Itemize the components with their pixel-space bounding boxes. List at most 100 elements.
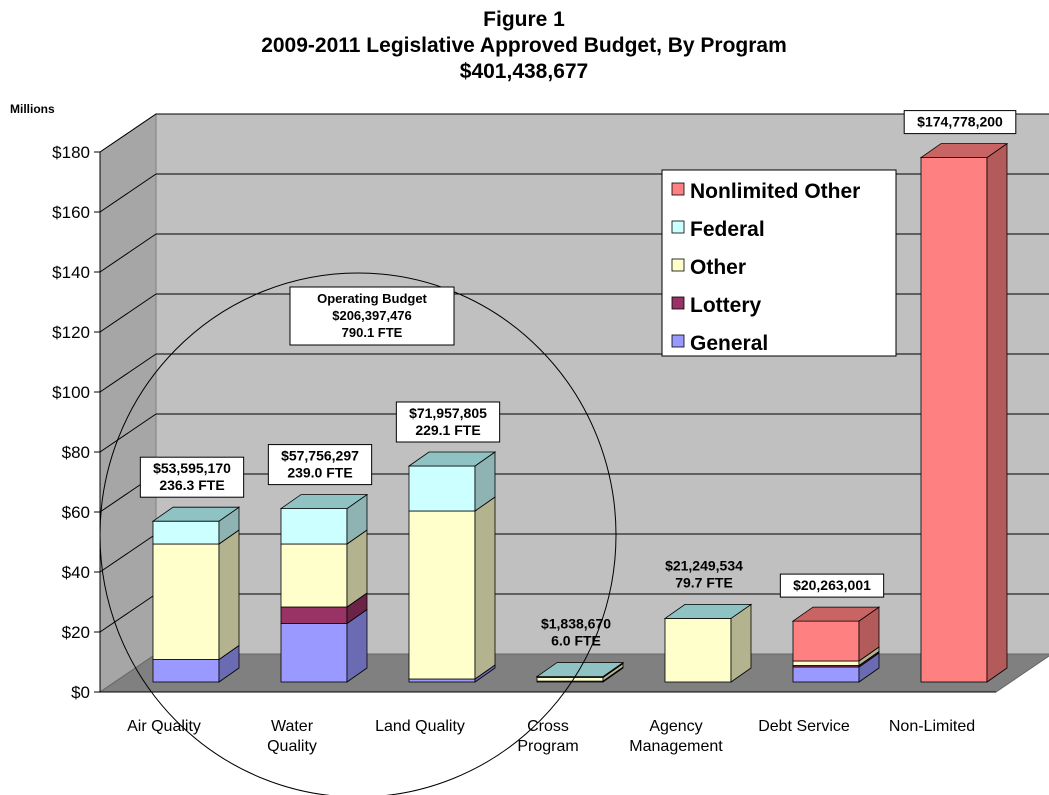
annotation-text: $206,397,476 xyxy=(332,308,412,323)
legend-label: Other xyxy=(690,256,746,279)
y-tick-label: $140 xyxy=(52,263,90,282)
side-wall xyxy=(99,113,157,693)
bar-segment-nonlimited-other xyxy=(920,142,1008,683)
annotation-text: Operating Budget xyxy=(317,291,427,306)
bar-segment-other xyxy=(152,529,240,661)
bar-top xyxy=(151,506,241,522)
legend-swatch xyxy=(671,296,685,310)
y-tick-label: $20 xyxy=(62,623,90,642)
y-tick-label: $100 xyxy=(52,383,90,402)
data-label-box xyxy=(395,401,501,443)
legend-entry: Other xyxy=(671,256,746,279)
bar-front xyxy=(280,623,348,683)
data-label-box xyxy=(267,444,373,486)
bar-segment-other xyxy=(664,603,752,683)
data-label-box xyxy=(903,110,1017,135)
x-category-line: Agency xyxy=(649,718,702,735)
x-category-line: Water xyxy=(271,718,314,735)
y-tick-label: $40 xyxy=(62,563,90,582)
bar-front xyxy=(920,157,988,683)
gridline-side xyxy=(99,233,157,273)
x-category-line: Management xyxy=(629,738,723,755)
bar-top xyxy=(663,604,753,619)
title-line-3: $401,438,677 xyxy=(460,60,588,83)
bar-segment-nonlimited-other xyxy=(792,606,880,662)
operating-budget-ellipse xyxy=(99,272,617,795)
bar-side xyxy=(986,142,1008,683)
legend-swatch xyxy=(671,220,685,234)
data-label-text: $174,778,200 xyxy=(917,114,1003,130)
legend-box xyxy=(661,169,897,357)
legend-entry: Nonlimited Other xyxy=(671,180,860,203)
bar-segment-general xyxy=(152,644,240,683)
bar-front xyxy=(280,508,348,545)
legend-entry: Federal xyxy=(671,218,765,241)
data-label: $174,778,200 xyxy=(903,110,1017,135)
bar-front xyxy=(664,618,732,683)
x-category-line: Non-Limited xyxy=(889,718,975,735)
bars xyxy=(151,142,1009,683)
bar-segment-other xyxy=(280,529,368,608)
bar-top xyxy=(919,143,1009,159)
legend-swatch xyxy=(671,258,685,272)
x-category-label: Air Quality xyxy=(127,718,201,735)
bar-front xyxy=(792,620,860,662)
x-category-line: Quality xyxy=(267,738,317,755)
x-category-label: Agency Management xyxy=(629,718,723,755)
y-tick-label: $160 xyxy=(52,203,90,222)
legend-swatch xyxy=(671,182,685,196)
legend-entry: General xyxy=(671,332,768,355)
plot-walls xyxy=(98,113,1049,693)
bar-top xyxy=(279,494,369,510)
y-axis-label: Millions xyxy=(10,102,55,116)
data-label-text: 6.0 FTE xyxy=(551,633,601,649)
data-label-text: 239.0 FTE xyxy=(287,465,352,481)
data-label-text: 236.3 FTE xyxy=(159,477,224,493)
bar-front xyxy=(152,543,220,660)
bar-front xyxy=(408,678,476,683)
data-label-text: $71,957,805 xyxy=(409,405,487,421)
x-category-line: Cross xyxy=(527,718,569,735)
bar-front xyxy=(408,510,476,680)
bar-top xyxy=(407,451,497,467)
y-tick-label: $60 xyxy=(62,503,90,522)
legend-label: Nonlimited Other xyxy=(690,180,860,203)
x-category-line: Land Quality xyxy=(375,718,465,735)
bar-front xyxy=(280,606,348,624)
data-label-text: $53,595,170 xyxy=(153,460,231,476)
bar-segment-federal xyxy=(152,506,240,545)
bar-front xyxy=(152,659,220,683)
bar-segment-other xyxy=(408,496,496,680)
data-label-text: $20,263,001 xyxy=(793,577,871,593)
operating-budget-annotation: Operating Budget $206,397,476 790.1 FTE xyxy=(99,272,617,795)
annotation-box xyxy=(289,286,455,346)
bar-front xyxy=(280,543,348,608)
gridlines xyxy=(99,113,1049,633)
bar-top xyxy=(535,662,625,677)
y-tick-label: $0 xyxy=(71,683,90,702)
bar-segment-federal xyxy=(408,451,496,512)
data-label-text: 79.7 FTE xyxy=(675,574,733,590)
bar-segment-federal xyxy=(280,493,368,545)
chart-title: Figure 1 2009-2011 Legislative Approved … xyxy=(261,8,787,83)
x-category-label: Water Quality xyxy=(267,718,317,755)
legend-label: General xyxy=(690,332,768,355)
bar-front xyxy=(408,465,476,512)
data-label-text: $21,249,534 xyxy=(665,557,743,573)
bar-top xyxy=(791,606,881,622)
x-category-line: Debt Service xyxy=(758,718,850,735)
bar-front xyxy=(792,666,860,683)
data-label-text: 229.1 FTE xyxy=(415,422,480,438)
legend-entry: Lottery xyxy=(671,294,761,317)
legend-label: Lottery xyxy=(690,294,761,317)
gridline-side xyxy=(99,113,157,153)
data-label-box xyxy=(139,456,245,498)
bar-side xyxy=(474,496,496,680)
data-label-text: $57,756,297 xyxy=(281,448,359,464)
legend-label: Federal xyxy=(690,218,765,241)
